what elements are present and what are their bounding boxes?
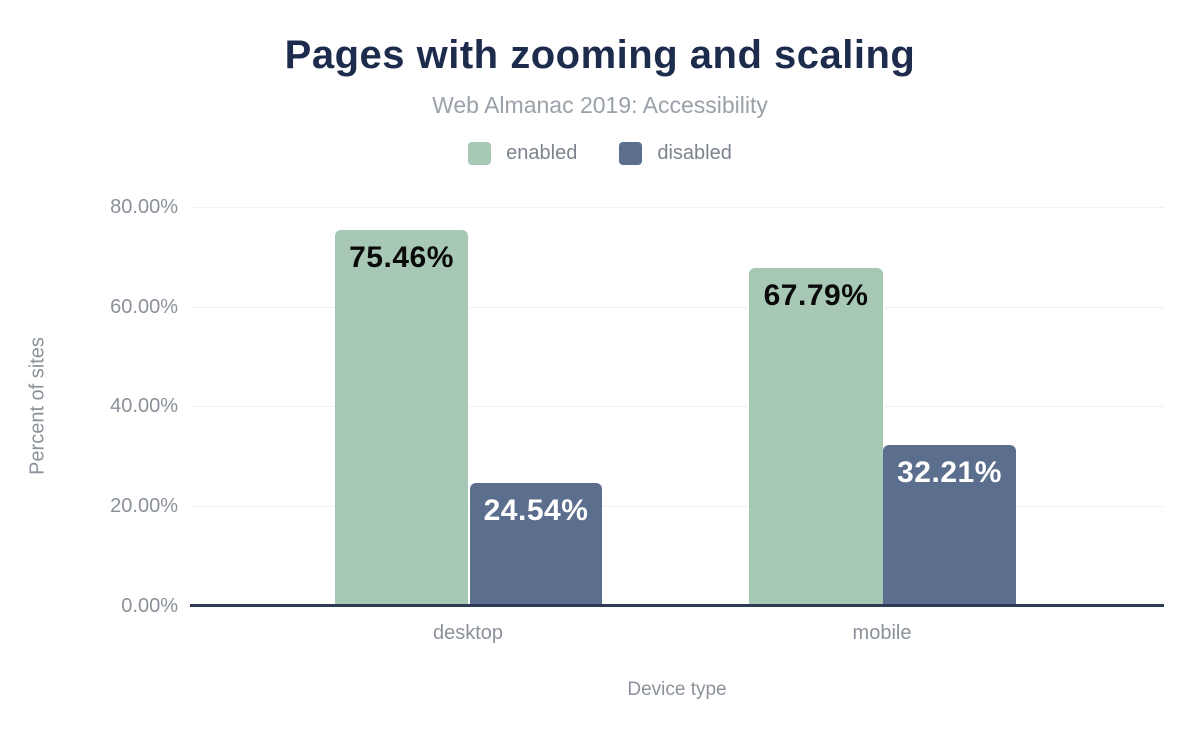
y-tick-20: 20.00% — [110, 495, 178, 517]
bar-desktop-disabled[interactable]: 24.54% — [470, 483, 602, 605]
legend-swatch-enabled-icon — [468, 142, 492, 165]
y-tick-80: 80.00% — [110, 196, 178, 218]
gridline-20 — [190, 506, 1164, 507]
legend-swatch-disabled-icon — [619, 142, 643, 165]
legend-item-enabled: enabled — [468, 142, 577, 165]
x-tick-mobile: mobile — [852, 622, 912, 644]
gridline-80 — [190, 207, 1164, 208]
x-axis-title: Device type — [627, 679, 727, 700]
bar-value-label: 67.79% — [763, 279, 869, 312]
legend-label-enabled: enabled — [506, 142, 578, 164]
bar-value-label: 24.54% — [483, 494, 589, 527]
gridline-60 — [190, 307, 1164, 308]
bar-mobile-enabled[interactable]: 67.79% — [749, 268, 883, 605]
x-tick-desktop: desktop — [432, 622, 504, 644]
legend-label-disabled: disabled — [657, 142, 732, 164]
y-tick-40: 40.00% — [110, 395, 178, 417]
y-axis-title: Percent of sites — [26, 337, 49, 475]
bar-value-label: 75.46% — [349, 241, 454, 274]
y-tick-0: 0.00% — [121, 595, 178, 617]
bar-mobile-disabled[interactable]: 32.21% — [883, 445, 1016, 605]
x-axis-line — [190, 604, 1164, 607]
bar-value-label: 32.21% — [897, 456, 1002, 489]
bar-desktop-enabled[interactable]: 75.46% — [335, 230, 468, 605]
chart-subtitle: Web Almanac 2019: Accessibility — [432, 92, 768, 118]
y-tick-60: 60.00% — [110, 296, 178, 318]
gridline-40 — [190, 406, 1164, 407]
chart-title: Pages with zooming and scaling — [284, 33, 916, 77]
legend: enabled disabled — [0, 142, 1200, 165]
legend-item-disabled: disabled — [619, 142, 732, 165]
